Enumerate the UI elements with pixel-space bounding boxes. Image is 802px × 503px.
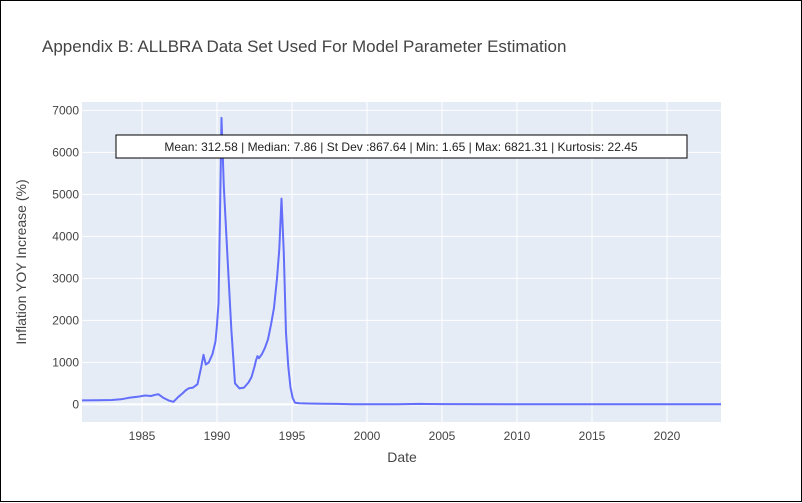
x-tick-label: 2015	[579, 429, 606, 443]
y-tick-label: 5000	[52, 187, 79, 201]
y-tick-label: 0	[72, 397, 79, 411]
y-tick-label: 3000	[52, 271, 79, 285]
stats-annotation-text: Mean: 312.58 | Median: 7.86 | St Dev :86…	[164, 140, 638, 154]
y-tick-label: 2000	[52, 313, 79, 327]
x-axis-title: Date	[387, 449, 417, 465]
x-axis-ticks: 1985 1990 1995 2000 2005 2010 2015 2020	[129, 429, 681, 443]
stats-annotation-box	[115, 134, 688, 159]
series-line	[81, 116, 721, 406]
x-tick-label: 2010	[504, 429, 531, 443]
stats-annotation: Mean: 312.58 | Median: 7.86 | St Dev :86…	[115, 134, 688, 159]
y-tick-label: 6000	[52, 145, 79, 159]
y-tick-label: 7000	[52, 103, 79, 117]
x-tick-label: 2020	[654, 429, 681, 443]
chart-title: Appendix B: ALLBRA Data Set Used For Mod…	[42, 37, 566, 56]
y-tick-label: 1000	[52, 355, 79, 369]
x-tick-label: 2000	[354, 429, 381, 443]
x-tick-label: 1985	[129, 429, 156, 443]
y-tick-label: 4000	[52, 229, 79, 243]
x-tick-label: 1990	[204, 429, 231, 443]
y-axis-title: Inflation YOY Increase (%)	[13, 179, 29, 344]
y-axis-ticks: 0 1000 2000 3000 4000 5000 6000 7000	[52, 103, 79, 411]
x-tick-label: 1995	[279, 429, 306, 443]
series-layer	[81, 116, 721, 406]
x-tick-label: 2005	[429, 429, 456, 443]
